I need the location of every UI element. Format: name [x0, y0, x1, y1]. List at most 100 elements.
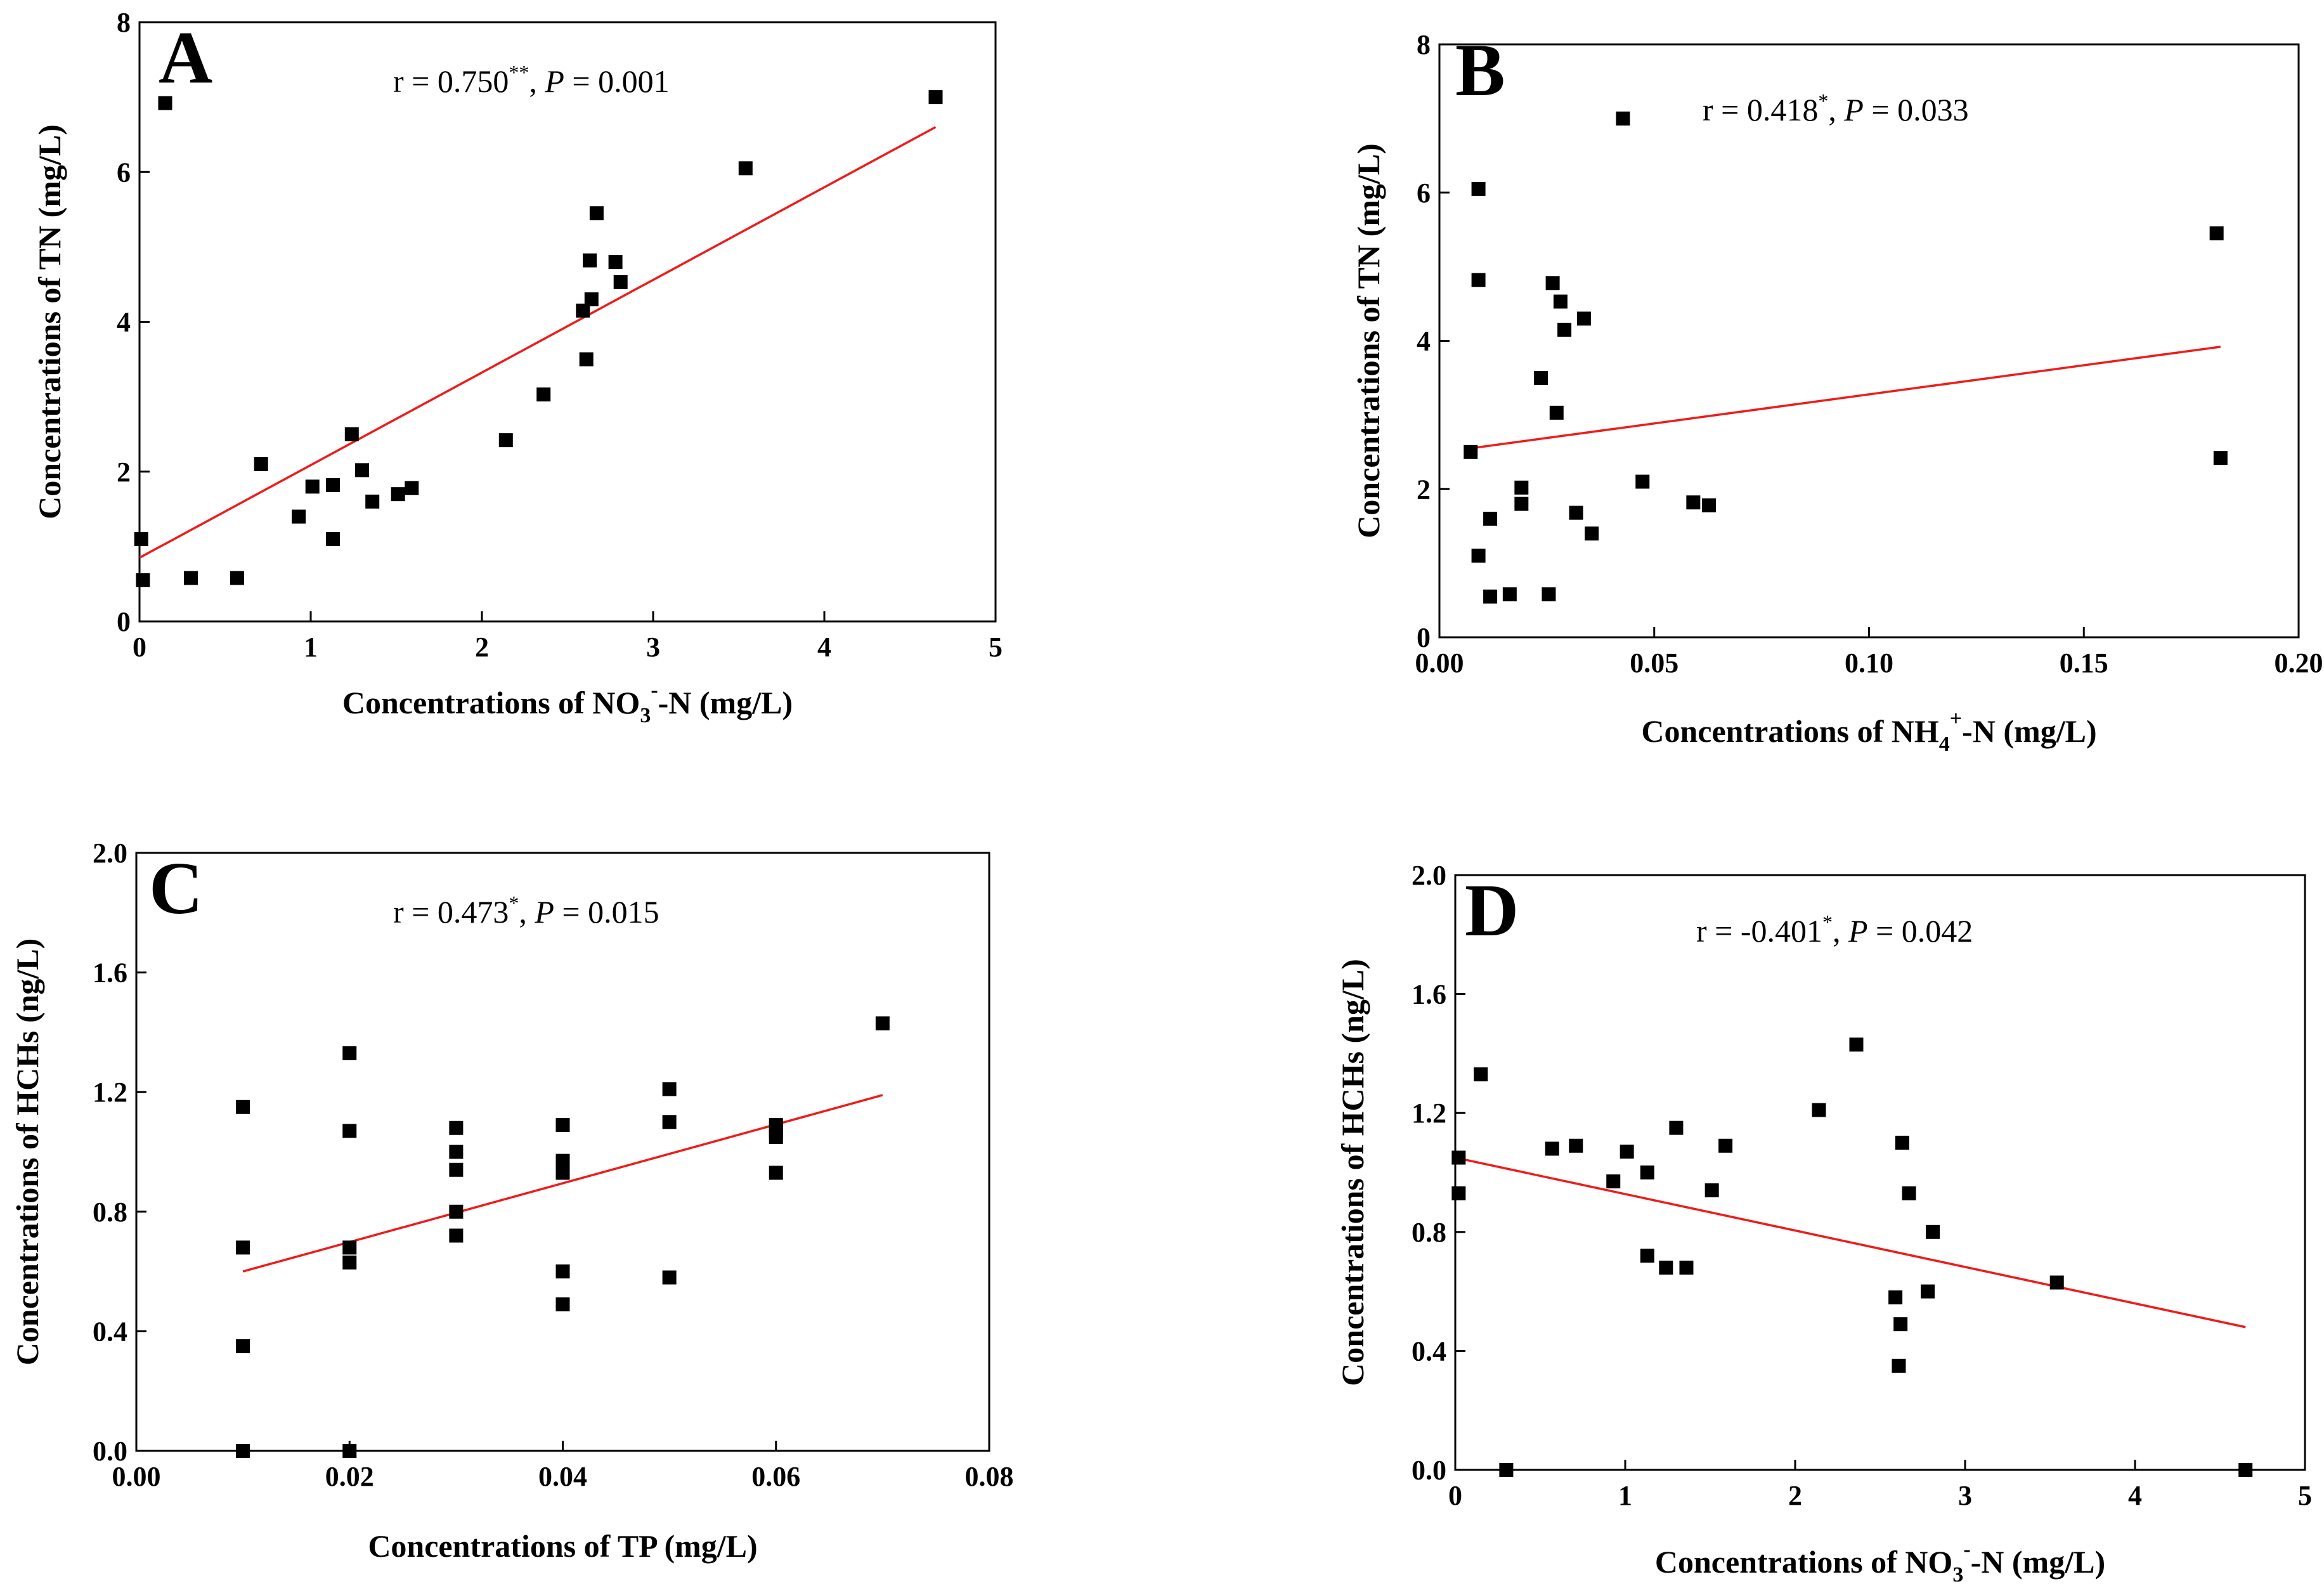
y-tick-label: 0 — [117, 606, 131, 637]
panel-letter: D — [1465, 869, 1519, 952]
data-point — [236, 1444, 250, 1458]
data-point — [1895, 1136, 1909, 1150]
data-point — [1483, 589, 1498, 604]
x-tick-label: 5 — [2298, 1480, 2312, 1511]
y-axis-label: Concentrations of TN (mg/L) — [32, 124, 67, 519]
regression-line — [1455, 1156, 2246, 1328]
data-point — [579, 352, 594, 367]
data-point — [355, 463, 369, 477]
plot-frame — [1454, 874, 2306, 1471]
x-axis-label: Concentrations of NH4+-N (mg/L) — [1641, 707, 2096, 756]
stats-annotation: r = -0.401*, P = 0.042 — [1696, 911, 1973, 949]
data-point — [2209, 226, 2224, 241]
data-point — [1569, 505, 1583, 520]
stats-annotation: r = 0.473*, P = 0.015 — [393, 892, 659, 930]
data-point — [769, 1129, 783, 1144]
stats-annotation: r = 0.750**, P = 0.001 — [393, 61, 670, 99]
x-tick-label: 0.15 — [2060, 647, 2108, 679]
y-tick-label: 6 — [117, 157, 131, 188]
y-tick-label: 8 — [117, 7, 131, 38]
stats-annotation: r = 0.418*, P = 0.033 — [1703, 89, 1969, 127]
y-tick-label: 0 — [1417, 622, 1431, 653]
panel-letter: C — [149, 847, 203, 930]
data-point — [1514, 480, 1529, 495]
data-point — [1686, 495, 1701, 510]
data-point — [1502, 587, 1517, 602]
data-point — [1635, 474, 1650, 489]
x-tick-label: 0 — [133, 632, 146, 663]
data-point — [1718, 1138, 1733, 1153]
data-point — [326, 532, 341, 547]
data-point — [583, 253, 597, 268]
data-point — [1902, 1186, 1916, 1200]
data-point — [1640, 1249, 1654, 1263]
data-point — [342, 1124, 357, 1138]
x-tick-label: 3 — [646, 632, 660, 663]
data-point — [1669, 1120, 1684, 1135]
data-point — [2213, 451, 2228, 465]
data-point — [555, 1297, 570, 1311]
x-tick-label: 1 — [304, 632, 318, 663]
x-tick-label: 0.20 — [2275, 647, 2323, 679]
x-tick-label: 0.00 — [1415, 647, 1464, 679]
x-tick-label: 0.08 — [965, 1461, 1014, 1492]
data-point — [1892, 1358, 1906, 1373]
data-point — [498, 433, 513, 448]
data-point — [2238, 1463, 2253, 1477]
data-point — [1921, 1284, 1935, 1299]
plot-frame — [1438, 43, 2300, 639]
data-point — [555, 1118, 570, 1133]
data-point — [1464, 445, 1478, 459]
data-point — [1659, 1261, 1673, 1275]
data-point — [928, 90, 943, 105]
x-tick-label: 4 — [2128, 1480, 2142, 1511]
x-axis-label: Concentrations of NO3--N (mg/L) — [342, 679, 793, 727]
data-point — [158, 96, 172, 110]
data-point — [1471, 181, 1486, 196]
data-point — [1640, 1166, 1654, 1179]
plot-frame — [135, 852, 990, 1452]
y-tick-label: 8 — [1417, 29, 1431, 60]
data-point — [305, 479, 320, 494]
y-tick-label: 2 — [117, 457, 131, 488]
data-point — [555, 1264, 570, 1279]
y-tick-label: 1.6 — [93, 958, 127, 989]
data-point — [136, 573, 150, 588]
regression-line — [1470, 346, 2221, 450]
data-point — [1926, 1224, 1940, 1239]
data-point — [1474, 1067, 1488, 1082]
x-tick-label: 0.02 — [325, 1461, 374, 1492]
data-point — [184, 571, 198, 585]
data-point — [230, 571, 244, 585]
y-axis-label: Concentrations of HCHs (ng/L) — [10, 938, 45, 1366]
data-point — [738, 161, 753, 176]
y-tick-label: 1.6 — [1412, 979, 1446, 1010]
data-point — [236, 1339, 250, 1353]
data-point — [1557, 322, 1572, 337]
data-point — [1616, 111, 1630, 126]
y-tick-label: 4 — [117, 307, 131, 338]
y-tick-label: 2.0 — [93, 838, 127, 869]
data-point — [405, 481, 419, 495]
x-tick-label: 1 — [1618, 1480, 1632, 1511]
data-point — [1576, 311, 1591, 326]
data-point — [613, 275, 628, 289]
data-point — [1620, 1145, 1634, 1159]
x-axis-label: Concentrations of NO3--N (mg/L) — [1655, 1538, 2105, 1587]
data-point — [1534, 370, 1548, 385]
data-point — [1545, 276, 1560, 290]
panel-letter: B — [1455, 29, 1505, 112]
data-point — [662, 1082, 677, 1096]
data-point — [326, 478, 341, 493]
data-point — [1849, 1037, 1864, 1052]
y-tick-label: 2.0 — [1412, 860, 1446, 891]
data-point — [342, 1240, 357, 1255]
x-tick-label: 4 — [817, 632, 831, 663]
y-tick-label: 0.8 — [93, 1197, 127, 1228]
data-point — [365, 495, 380, 509]
x-tick-label: 0.05 — [1630, 647, 1678, 679]
